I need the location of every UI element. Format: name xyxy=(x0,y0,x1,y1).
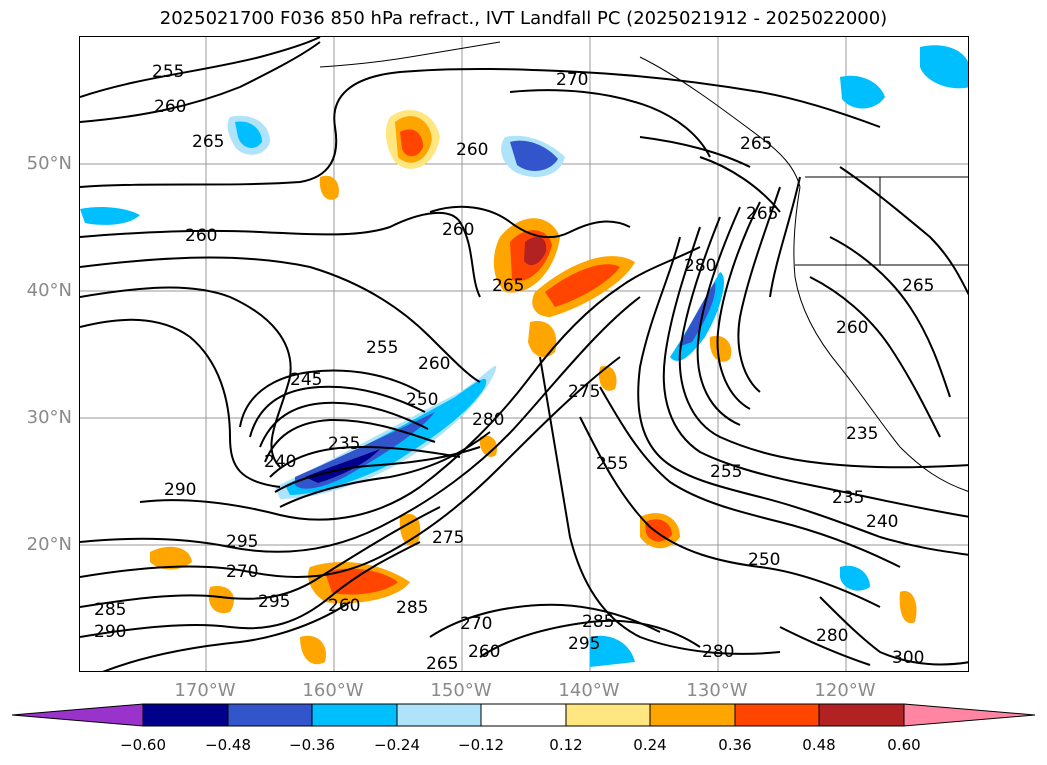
map-panel: 255 260 265 270 260 260 265 260 280 265 … xyxy=(79,36,969,672)
contour-label: 285 xyxy=(94,600,126,620)
contour-label: 260 xyxy=(456,140,488,160)
contour-label: 260 xyxy=(836,318,868,338)
colorbar-segment xyxy=(565,703,651,727)
contour-label: 265 xyxy=(192,132,224,152)
contour-label: 285 xyxy=(582,612,614,632)
contour-label: 280 xyxy=(684,256,716,276)
colorbar-segment xyxy=(480,703,567,727)
contour-label: 260 xyxy=(185,226,217,246)
contour-label: 235 xyxy=(832,488,864,508)
colorbar-tick: −0.48 xyxy=(205,736,251,754)
contour-label: 260 xyxy=(468,642,500,662)
colorbar-tick: 0.12 xyxy=(549,736,583,754)
contour-label: 275 xyxy=(432,528,464,548)
contour-label: 275 xyxy=(568,382,600,402)
contour-label: 280 xyxy=(472,410,504,430)
colorbar-segment xyxy=(734,703,820,727)
negative-anomaly-shading xyxy=(80,45,968,667)
contour-label: 235 xyxy=(328,434,360,454)
colorbar-tick: 0.24 xyxy=(633,736,667,754)
colorbar-segment xyxy=(142,703,229,727)
lon-label-160w: 160°W xyxy=(302,680,364,701)
contour-label: 235 xyxy=(846,424,878,444)
lon-label-150w: 150°W xyxy=(430,680,492,701)
colorbar-tick: 0.60 xyxy=(887,736,921,754)
lon-label-120w: 120°W xyxy=(814,680,876,701)
contour-label: 265 xyxy=(492,276,524,296)
contour-label: 260 xyxy=(154,97,186,117)
contour-label: 265 xyxy=(426,654,458,672)
colorbar-tick: −0.60 xyxy=(120,736,166,754)
contour-label: 240 xyxy=(866,512,898,532)
contour-label: 285 xyxy=(396,598,428,618)
colorbar-segment xyxy=(311,703,398,727)
contour-label: 255 xyxy=(596,454,628,474)
contour-label: 260 xyxy=(442,220,474,240)
contour-label: 240 xyxy=(264,452,296,472)
contour-label: 270 xyxy=(460,614,492,634)
contour-label: 300 xyxy=(892,648,924,668)
colorbar-segment xyxy=(396,703,482,727)
contour-label: 280 xyxy=(816,626,848,646)
colorbar-tick: 0.48 xyxy=(802,736,836,754)
lat-label-50n: 50°N xyxy=(26,153,72,174)
colorbar-tick: −0.36 xyxy=(289,736,335,754)
contour-label: 250 xyxy=(406,390,438,410)
contour-labels: 255 260 265 270 260 260 265 260 280 265 … xyxy=(94,62,934,672)
contour-label: 265 xyxy=(746,204,778,224)
refractivity-contours xyxy=(80,37,968,671)
lon-label-170w: 170°W xyxy=(174,680,236,701)
coastlines xyxy=(319,41,968,492)
contour-label: 290 xyxy=(164,480,196,500)
contour-label: 270 xyxy=(226,562,258,582)
lat-label-20n: 20°N xyxy=(26,534,72,555)
contour-label: 250 xyxy=(748,550,780,570)
colorbar-tick: −0.12 xyxy=(458,736,504,754)
contour-label: 260 xyxy=(418,354,450,374)
colorbar-segment xyxy=(649,703,736,727)
lon-label-140w: 140°W xyxy=(558,680,620,701)
colorbar xyxy=(11,703,1036,727)
contour-label: 265 xyxy=(902,276,934,296)
contour-label: 280 xyxy=(702,642,734,662)
contour-label: 255 xyxy=(152,62,184,82)
colorbar-segment xyxy=(227,703,313,727)
lon-label-130w: 130°W xyxy=(686,680,748,701)
contour-label: 255 xyxy=(366,338,398,358)
contour-label: 255 xyxy=(710,462,742,482)
contour-label: 260 xyxy=(328,596,360,616)
colorbar-tick: 0.36 xyxy=(718,736,752,754)
map-canvas: 255 260 265 270 260 260 265 260 280 265 … xyxy=(80,37,968,672)
contour-label: 245 xyxy=(290,370,322,390)
contour-label: 295 xyxy=(226,532,258,552)
positive-anomaly-shading xyxy=(150,109,917,665)
contour-label: 270 xyxy=(556,70,588,90)
colorbar-segment xyxy=(818,703,905,727)
map-title: 2025021700 F036 850 hPa refract., IVT La… xyxy=(159,8,888,29)
colorbar-tick: −0.24 xyxy=(374,736,420,754)
contour-label: 295 xyxy=(258,592,290,612)
contour-label: 290 xyxy=(94,622,126,642)
contour-label: 295 xyxy=(568,634,600,654)
colorbar-extend-high xyxy=(903,703,1036,727)
lat-label-40n: 40°N xyxy=(26,280,72,301)
colorbar-extend-low xyxy=(11,703,144,727)
contour-label: 265 xyxy=(740,134,772,154)
lat-label-30n: 30°N xyxy=(26,407,72,428)
